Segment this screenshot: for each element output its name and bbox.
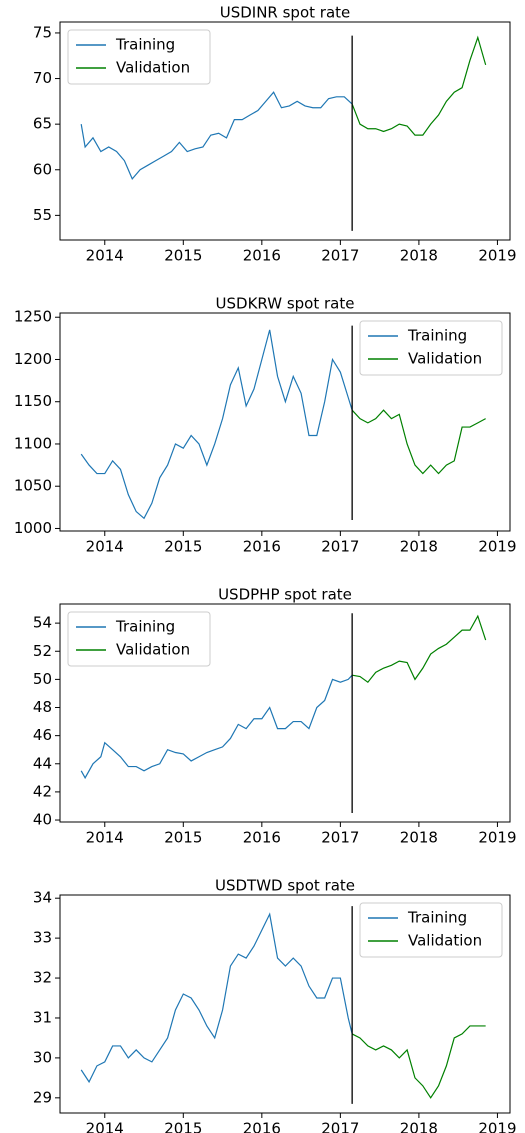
x-tick-label: 2017 (321, 538, 359, 556)
y-tick-label: 55 (33, 206, 52, 224)
chart-title: USDPHP spot rate (218, 586, 352, 604)
y-tick-label: 46 (33, 726, 52, 744)
legend-label: Validation (408, 932, 482, 950)
x-tick-label: 2014 (86, 829, 124, 847)
chart-title: USDKRW spot rate (216, 295, 355, 313)
y-tick-label: 42 (33, 782, 52, 800)
y-tick-label: 31 (33, 1008, 52, 1026)
series-line (80, 674, 353, 780)
chart-title: USDTWD spot rate (215, 877, 355, 895)
y-tick-label: 70 (33, 69, 52, 87)
x-tick-label: 2018 (400, 538, 438, 556)
x-tick-label: 2019 (478, 538, 516, 556)
x-tick-label: 2014 (86, 1120, 124, 1133)
legend-box (359, 320, 503, 376)
axes-frame (59, 894, 511, 1114)
x-tick-label: 2016 (243, 1120, 281, 1133)
y-tick-label: 54 (33, 614, 52, 632)
series-line (351, 1025, 486, 1099)
x-tick-label: 2014 (86, 247, 124, 265)
x-tick-label: 2017 (321, 829, 359, 847)
legend-label: Training (407, 909, 467, 927)
axes-frame (59, 603, 511, 823)
y-tick-label: 1050 (14, 477, 52, 495)
y-tick-label: 60 (33, 160, 52, 178)
y-tick-label: 1150 (14, 392, 52, 410)
x-tick-label: 2019 (478, 829, 516, 847)
series-line (351, 35, 487, 136)
y-tick-label: 1250 (14, 308, 52, 326)
series-line (352, 614, 487, 684)
legend-label: Validation (116, 59, 190, 77)
x-tick-label: 2019 (478, 247, 516, 265)
x-tick-label: 2018 (400, 1120, 438, 1133)
y-tick-label: 1100 (14, 434, 52, 452)
axes-frame (59, 312, 511, 532)
y-tick-label: 52 (33, 642, 52, 660)
axes-frame (59, 21, 511, 241)
x-tick-label: 2015 (164, 247, 202, 265)
series-line (351, 409, 486, 475)
x-tick-label: 2015 (164, 1120, 202, 1133)
y-tick-label: 33 (33, 929, 52, 947)
y-tick-label: 48 (33, 698, 52, 716)
legend-label: Validation (408, 350, 482, 368)
y-tick-label: 1000 (14, 519, 52, 537)
x-tick-label: 2017 (321, 247, 359, 265)
y-tick-label: 40 (33, 811, 52, 829)
y-tick-label: 75 (33, 23, 52, 41)
x-tick-label: 2017 (321, 1120, 359, 1133)
x-tick-label: 2016 (243, 538, 281, 556)
chart-title: USDINR spot rate (220, 4, 351, 22)
legend-label: Training (115, 618, 175, 636)
x-tick-label: 2019 (478, 1120, 516, 1133)
x-tick-label: 2014 (86, 538, 124, 556)
legend-label: Validation (116, 641, 190, 659)
legend-box (359, 902, 503, 958)
series-line (80, 329, 353, 520)
y-tick-label: 65 (33, 115, 52, 133)
legend-label: Training (115, 36, 175, 54)
y-tick-label: 1200 (14, 350, 52, 368)
x-tick-label: 2015 (164, 538, 202, 556)
x-tick-label: 2015 (164, 829, 202, 847)
y-tick-label: 44 (33, 754, 52, 772)
x-tick-label: 2016 (243, 829, 281, 847)
series-line (80, 912, 353, 1084)
y-tick-label: 50 (33, 670, 52, 688)
legend-label: Training (407, 327, 467, 345)
series-line (80, 91, 353, 181)
y-tick-label: 34 (33, 889, 52, 907)
y-tick-label: 30 (33, 1048, 52, 1066)
y-tick-label: 32 (33, 969, 52, 987)
x-tick-label: 2018 (400, 247, 438, 265)
legend-box (67, 29, 211, 85)
y-tick-label: 29 (33, 1088, 52, 1106)
x-tick-label: 2018 (400, 829, 438, 847)
legend-box (67, 611, 211, 667)
x-tick-label: 2016 (243, 247, 281, 265)
